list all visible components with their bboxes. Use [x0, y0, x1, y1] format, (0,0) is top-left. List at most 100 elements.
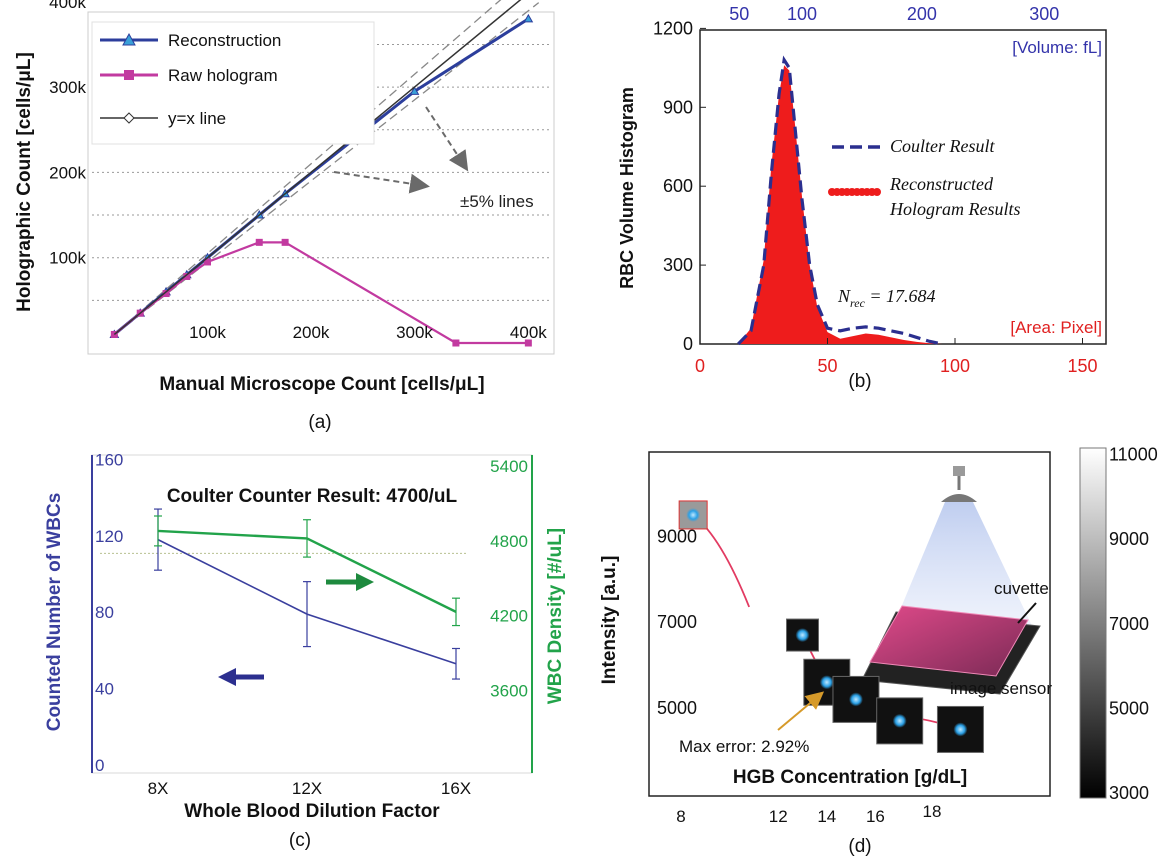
- panel-c-x-tick-labels: 8X 12X 16X: [148, 779, 472, 798]
- panel-a-point-raw-hologram: [162, 290, 170, 298]
- panel-d-colorbar: [1079, 447, 1107, 799]
- panel-d-data-point: [953, 722, 968, 737]
- panel-d-x-tick-labels: 8 12 14 16 18: [676, 802, 941, 826]
- panel-c-y-tick-label: 0: [95, 756, 104, 775]
- panel-b-x-tick-label: 50: [817, 356, 837, 376]
- panel-b-x-tick-label: 150: [1067, 356, 1097, 376]
- panel-b-top-tick-label: 100: [787, 4, 817, 24]
- panel-c-y-axis-label: Counted Number of WBCs: [44, 493, 65, 732]
- panel-a-x-tick-label: 400k: [510, 323, 547, 342]
- panel-a-x-axis-label: Manual Microscope Count [cells/μL]: [159, 374, 484, 395]
- panel-d-data-point: [686, 507, 701, 522]
- panel-d-data-point: [848, 692, 863, 707]
- panel-a-legend-label: Reconstruction: [168, 31, 281, 50]
- panel-b-y-axis-label: RBC Volume Histogram: [617, 87, 637, 289]
- panel-c-y2-tick-label: 5400: [490, 457, 528, 476]
- panel-b-area-reconstructed: [738, 65, 943, 344]
- panel-a-legend-marker: [124, 70, 134, 80]
- panel-d-cuvette-arrow: [1017, 602, 1037, 624]
- panel-c-y-tick-label: 80: [95, 603, 114, 622]
- panel-a-legend-label: Raw hologram: [168, 66, 278, 85]
- panel-c-y2-tick-label: 3600: [490, 681, 528, 700]
- panel-b-legend-label-reconstructed: Reconstructed Hologram Results: [889, 174, 1021, 219]
- panel-d-y-tick-label: 5000: [657, 698, 697, 718]
- panel-d-colorbar-tick-label: 11000: [1109, 445, 1158, 465]
- panel-b-bottom-axis-title: [Area: Pixel]: [1010, 318, 1102, 337]
- panel-a-legend-label: y=x line: [168, 109, 226, 128]
- panel-a-x-tick-label: 200k: [293, 323, 330, 342]
- panel-d-sensor-tile: [832, 675, 880, 723]
- panel-c-y2-axis-label: WBC Density [#/uL]: [545, 528, 566, 704]
- panel-b-top-tick-labels: 50 100 200 300: [729, 4, 1059, 24]
- panel-b-x-tick-label: 0: [695, 356, 705, 376]
- panel-d-data-point: [892, 713, 907, 728]
- panel-d-annotation-sensor: image sensor: [950, 679, 1052, 698]
- panel-c-y-tick-label: 160: [95, 450, 123, 469]
- panel-d-y-tick-label: 7000: [657, 612, 697, 632]
- panel-b-y-tick-labels: 0 300 600 900 1200: [653, 18, 706, 354]
- panel-b-legend-swatch-dot: [873, 188, 881, 196]
- panel-a-point-reconstruction: [409, 86, 420, 95]
- panel-a-legend-items: Reconstruction Raw hologram y=x line: [100, 31, 281, 128]
- panel-b-label: (b): [848, 371, 871, 392]
- panel-d-colorbar-tick-labels: 3000 5000 7000 9000 11000: [1109, 445, 1158, 803]
- panel-c-title: Coulter Counter Result: 4700/uL: [167, 486, 458, 507]
- panel-b-y-tick-label: 900: [663, 97, 693, 117]
- panel-b-legend-label-line: Reconstructed: [889, 174, 994, 194]
- panel-d-x-tick-label: 16: [866, 807, 885, 826]
- panel-a-y-axis-label: Holographic Count [cells/μL]: [14, 52, 35, 312]
- panel-c-y2-tick-label: 4200: [490, 607, 528, 626]
- panel-b-x-tick-label: 100: [940, 356, 970, 376]
- panel-d-annotation-cuvette: cuvette: [994, 579, 1049, 598]
- panel-b-legend-label-line: Hologram Results: [889, 199, 1021, 219]
- panel-d-setup-illustration: [861, 466, 1041, 695]
- panel-d-data-points: [678, 500, 984, 753]
- panel-b-y-tick-label: 600: [663, 176, 693, 196]
- panel-b-top-tick-label: 50: [729, 4, 749, 24]
- panel-a-y-tick-label: 400k: [49, 0, 86, 12]
- panel-d-colorbar-tick-label: 3000: [1109, 783, 1149, 803]
- panel-b-top-axis-title: [Volume: fL]: [1012, 38, 1102, 57]
- panel-c-left-arrow: [218, 668, 264, 686]
- panel-b-top-tick-label: 200: [907, 4, 937, 24]
- panel-a-y-tick-labels: 100k 200k 300k 400k: [49, 0, 86, 268]
- panel-a-point-raw-hologram: [183, 272, 191, 280]
- panel-c-label: (c): [289, 830, 311, 851]
- panel-a-y-tick-label: 200k: [49, 163, 86, 182]
- panel-d-sensor-tile: [876, 697, 924, 745]
- panel-a-legend: [91, 21, 375, 145]
- panel-d-label: (d): [848, 836, 871, 857]
- panel-d-y-axis-label: Intensity [a.u.]: [599, 556, 620, 685]
- panel-d-colorbar-tick-label: 5000: [1109, 698, 1149, 718]
- panel-a-y-tick-label: 300k: [49, 78, 86, 97]
- panel-c-y-tick-label: 40: [95, 680, 114, 699]
- panel-b-annotation: Nrec = 17.684: [837, 286, 936, 310]
- panel-b-legend: Coulter Result Reconstructed Hologram Resu…: [828, 136, 1021, 219]
- panel-b-y-tick-label: 0: [683, 334, 693, 354]
- panel-a: 100k 200k 300k 400k 100k 200k 300k 400k Recons…: [14, 0, 555, 433]
- panel-a-y-tick-label: 100k: [49, 249, 86, 268]
- panel-a-point-raw-hologram: [255, 238, 263, 246]
- panel-d: cuvette image sensor Max error: 2.92% 8 1…: [599, 445, 1158, 857]
- panel-a-point-reconstruction: [523, 13, 534, 23]
- panel-b-x-tick-labels: 0 50 100 150: [695, 338, 1098, 376]
- panel-d-x-tick-label: 14: [817, 807, 836, 826]
- panel-a-x-tick-label: 300k: [396, 323, 433, 342]
- panel-d-y-tick-label: 9000: [657, 526, 697, 546]
- panel-c-x-axis-label: Whole Blood Dilution Factor: [184, 801, 440, 822]
- panel-c-y2-tick-labels: 3600 4200 4800 5400: [490, 457, 528, 700]
- panel-a-series-yx-line: [113, 0, 522, 336]
- panel-d-error-arrow: [777, 691, 825, 731]
- panel-c-x-tick-label: 12X: [292, 779, 322, 798]
- panel-b: 0 50 100 150 50 100 200 300 0 300 600 900 1200 [Vo…: [617, 4, 1107, 392]
- panel-a-point-raw-hologram: [452, 339, 460, 347]
- panel-a-x-tick-label: 100k: [189, 323, 226, 342]
- panel-d-annotation-error: Max error: 2.92%: [679, 737, 809, 756]
- panel-b-y-tick-label: 300: [663, 255, 693, 275]
- panel-a-x-tick-labels: 100k 200k 300k 400k: [189, 323, 547, 342]
- panel-c-x-tick-label: 8X: [148, 779, 169, 798]
- panel-a-legend-marker: [123, 112, 135, 124]
- panel-d-data-point: [819, 675, 834, 690]
- panel-d-colorbar-tick-label: 7000: [1109, 614, 1149, 634]
